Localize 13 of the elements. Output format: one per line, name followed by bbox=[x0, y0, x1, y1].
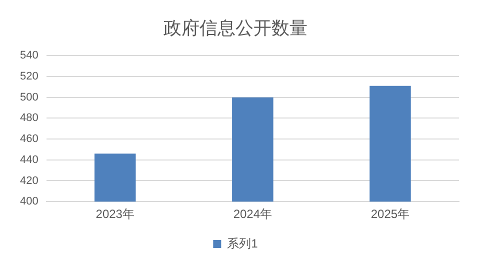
legend-label: 系列1 bbox=[227, 236, 258, 250]
y-tick-label: 540 bbox=[20, 50, 38, 62]
y-tick-label: 520 bbox=[20, 70, 38, 82]
y-tick-label: 480 bbox=[20, 112, 38, 124]
y-tick-label: 420 bbox=[20, 174, 38, 187]
y-tick-label: 500 bbox=[20, 91, 38, 104]
x-tick-label: 2024年 bbox=[233, 207, 272, 222]
x-tick-label: 2023年 bbox=[96, 207, 134, 222]
y-tick-label: 400 bbox=[20, 196, 38, 208]
x-tick-label: 2025年 bbox=[370, 207, 410, 222]
y-tick-label: 440 bbox=[20, 154, 38, 166]
chart-title: 政府信息公开数量 bbox=[164, 18, 308, 38]
y-tick-label: 460 bbox=[20, 133, 38, 146]
